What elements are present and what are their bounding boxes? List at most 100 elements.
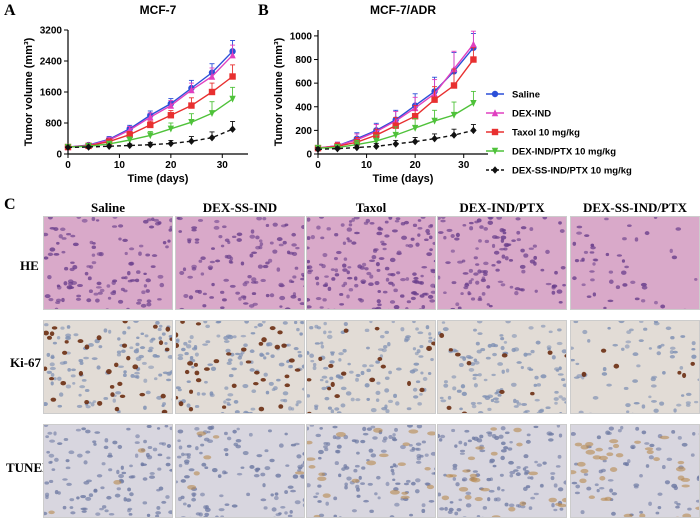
legend-marker [491, 128, 499, 136]
x-tick-label: 20 [165, 160, 177, 171]
micrograph-he-3 [437, 216, 567, 310]
y-tick-label: 400 [295, 102, 312, 113]
x-axis-label: Time (days) [128, 173, 189, 185]
x-tick-label: 10 [114, 160, 126, 171]
data-point [431, 134, 438, 143]
legend-marker [491, 109, 499, 117]
column-header-dex-ss-ind: DEX-SS-IND [202, 200, 278, 215]
y-tick-label: 2400 [40, 57, 63, 68]
data-point [147, 113, 154, 121]
data-point [431, 117, 438, 125]
micrograph-ki-67-1 [175, 320, 305, 414]
data-point [392, 131, 399, 139]
x-axis-label: Time (days) [373, 173, 434, 185]
legend-item: DEX-IND/PTX 10 mg/kg [486, 147, 616, 158]
data-point [208, 134, 216, 142]
y-tick-label: 200 [295, 126, 312, 137]
panel-letter-b: B [258, 2, 269, 19]
legend-label: Saline [512, 90, 540, 101]
micrograph-he-2 [306, 216, 436, 310]
micrograph-tunel-4 [570, 424, 700, 518]
data-point [188, 137, 195, 145]
data-point [188, 102, 195, 109]
y-axis-label: Tumor volume (mm³) [273, 37, 285, 146]
data-point [450, 111, 458, 119]
data-point [470, 100, 477, 107]
row-label-ki67: Ki-67 [10, 355, 42, 370]
column-header-dex-ind-ptx: DEX-IND/PTX [459, 200, 545, 215]
legend-label: DEX-SS-IND/PTX 10 mg/kg [512, 166, 632, 177]
data-point [167, 112, 175, 119]
legend-item: Saline [486, 90, 540, 101]
y-tick-label: 800 [295, 55, 312, 66]
data-point [64, 143, 72, 152]
data-point [85, 143, 92, 151]
legend-label: Taxol 10 mg/kg [512, 128, 580, 139]
chart-legend: Saline DEX-IND Taxol 10 mg/kg DEX-IND/PTX 1… [486, 90, 632, 177]
data-point [353, 143, 361, 152]
y-tick-label: 800 [45, 119, 62, 130]
data-point [188, 119, 195, 126]
micrograph-he-4 [570, 216, 700, 310]
data-point [147, 141, 154, 149]
data-point [470, 126, 477, 135]
micrograph-ki-67-4 [570, 320, 700, 414]
data-point [373, 137, 380, 145]
data-point [229, 73, 236, 80]
micrograph-tunel-1 [175, 424, 305, 518]
data-point [392, 122, 399, 129]
data-point [208, 88, 216, 96]
data-point [105, 142, 113, 150]
data-point [126, 141, 133, 150]
x-tick-label: 10 [361, 160, 373, 171]
micrograph-he-0 [43, 216, 173, 310]
data-point [373, 142, 380, 151]
micrograph-tunel-3 [437, 424, 567, 518]
y-tick-label: 0 [306, 150, 312, 161]
data-point [411, 137, 419, 146]
data-point [314, 145, 322, 153]
data-point [470, 40, 477, 48]
data-point [470, 56, 477, 63]
legend-marker [491, 166, 499, 174]
data-point [126, 131, 133, 138]
micrograph-tunel-2 [306, 424, 436, 518]
y-tick-label: 1600 [40, 88, 63, 99]
micrograph-ki-67-3 [437, 320, 567, 414]
column-header-dex-ss-ind-ptx: DEX-SS-IND/PTX [582, 200, 687, 215]
column-header-taxol: Taxol [355, 200, 387, 215]
data-point [167, 139, 175, 148]
y-tick-label: 3200 [40, 26, 63, 37]
data-point [208, 72, 216, 80]
data-point [229, 51, 236, 59]
panel-letter-a: A [4, 2, 16, 19]
y-tick-label: 600 [295, 79, 312, 90]
y-axis-label: Tumor volume (mm³) [23, 37, 35, 146]
data-point [147, 132, 154, 140]
series-4 [64, 120, 236, 152]
data-point [208, 110, 216, 118]
x-tick-label: 0 [315, 160, 321, 171]
data-point [411, 113, 419, 120]
x-tick-label: 30 [217, 160, 229, 171]
data-point [411, 124, 419, 132]
row-label-he: HE [20, 258, 39, 273]
data-point [229, 95, 236, 103]
micrograph-ki-67-2 [306, 320, 436, 414]
y-tick-label: 0 [56, 150, 62, 161]
chart-title: MCF-7/ADR [370, 3, 436, 17]
data-point [188, 86, 195, 94]
row-label-tunel: TUNEL [6, 460, 51, 475]
chart-title: MCF-7 [140, 3, 177, 17]
micrograph-tunel-0 [43, 424, 173, 518]
x-tick-label: 20 [410, 160, 422, 171]
legend-marker [491, 147, 499, 155]
legend-label: DEX-IND/PTX 10 mg/kg [512, 147, 616, 158]
data-point [126, 136, 133, 144]
data-point [392, 140, 399, 148]
panel-letter-c: C [4, 196, 16, 213]
x-tick-label: 30 [458, 160, 470, 171]
chart-mcf7: MCF-7 0 800 1600 2400 3200 0 10 20 30 Time (days) T… [23, 3, 248, 185]
data-point [229, 125, 236, 133]
data-point [431, 96, 438, 103]
